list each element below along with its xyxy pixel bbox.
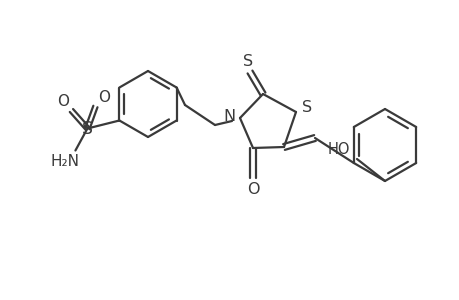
Text: H₂N: H₂N xyxy=(51,154,80,169)
Text: N: N xyxy=(223,109,235,124)
Text: S: S xyxy=(301,100,311,115)
Text: O: O xyxy=(98,90,110,105)
Text: HO: HO xyxy=(327,142,349,157)
Text: S: S xyxy=(82,119,93,137)
Text: O: O xyxy=(57,94,69,109)
Text: O: O xyxy=(246,182,259,196)
Text: S: S xyxy=(242,53,252,68)
